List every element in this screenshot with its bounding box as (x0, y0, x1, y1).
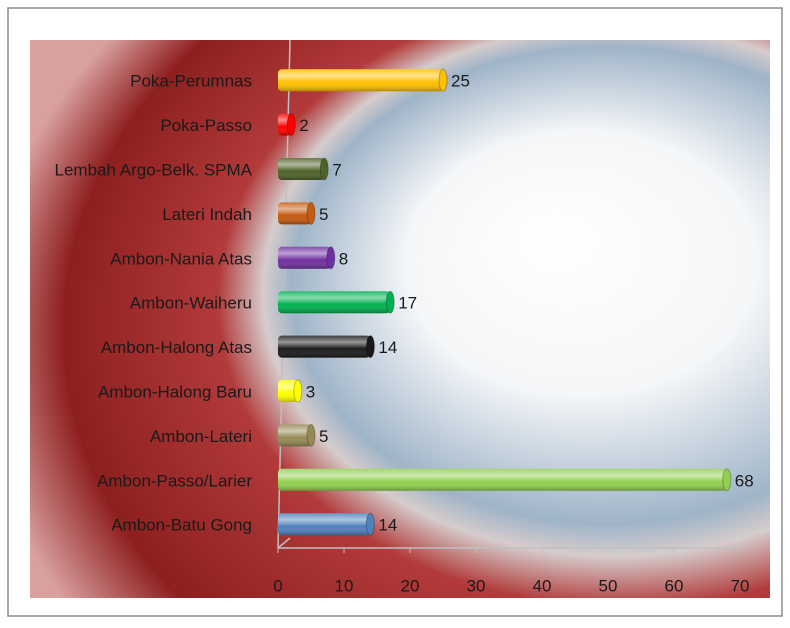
bar-cap (319, 157, 329, 181)
value-label: 14 (378, 338, 397, 357)
x-tick-label: 20 (401, 576, 420, 595)
bar-cap (326, 246, 336, 270)
x-tick-label: 40 (533, 576, 552, 595)
x-tick-label: 50 (599, 576, 618, 595)
bar-cap (722, 468, 732, 492)
bar-shine (278, 202, 311, 225)
category-label: Ambon-Nania Atas (110, 249, 252, 268)
value-label: 3 (306, 382, 315, 401)
category-label: Ambon-Halong Baru (98, 382, 252, 401)
bar-shine (278, 424, 311, 447)
category-label: Ambon-Batu Gong (111, 516, 252, 535)
category-label: Lateri Indah (162, 205, 252, 224)
bar-shine (278, 468, 727, 491)
bar-cap (306, 423, 316, 447)
bar-cap (385, 290, 395, 314)
x-tick-label: 0 (273, 576, 282, 595)
category-label: Ambon-Halong Atas (101, 338, 252, 357)
bar-cap (365, 512, 375, 536)
value-label: 8 (339, 249, 348, 268)
value-label: 7 (332, 160, 341, 179)
axis-floor (277, 537, 291, 549)
bar-shine (278, 291, 391, 314)
bar-shine (278, 69, 443, 92)
category-label: Poka-Passo (160, 116, 252, 135)
bar-cap (365, 335, 375, 359)
value-label: 25 (451, 72, 470, 91)
bar-shine (278, 335, 371, 358)
x-tick-label: 70 (731, 576, 750, 595)
category-label: Ambon-Lateri (150, 427, 252, 446)
bar-shine (278, 158, 325, 180)
value-label: 2 (299, 116, 308, 135)
category-label: Lembah Argo-Belk. SPMA (55, 160, 253, 179)
x-tick-label: 10 (335, 576, 354, 595)
bar-cap (286, 113, 296, 137)
bar-shine (278, 246, 331, 269)
value-label: 5 (319, 205, 328, 224)
x-tick-label: 30 (467, 576, 486, 595)
bar-shine (278, 513, 371, 536)
plot-background (30, 40, 770, 598)
category-label: Poka-Perumnas (130, 72, 252, 91)
category-label: Ambon-Passo/Larier (97, 471, 252, 490)
bar-cap (438, 68, 448, 92)
value-label: 5 (319, 427, 328, 446)
category-label: Ambon-Waiheru (130, 294, 252, 313)
bar-shine (278, 380, 298, 402)
bar-cap (306, 201, 316, 225)
value-label: 17 (398, 294, 417, 313)
bar-cap (293, 379, 303, 403)
value-label: 14 (378, 516, 397, 535)
x-tick-label: 60 (665, 576, 684, 595)
value-label: 68 (735, 471, 754, 490)
